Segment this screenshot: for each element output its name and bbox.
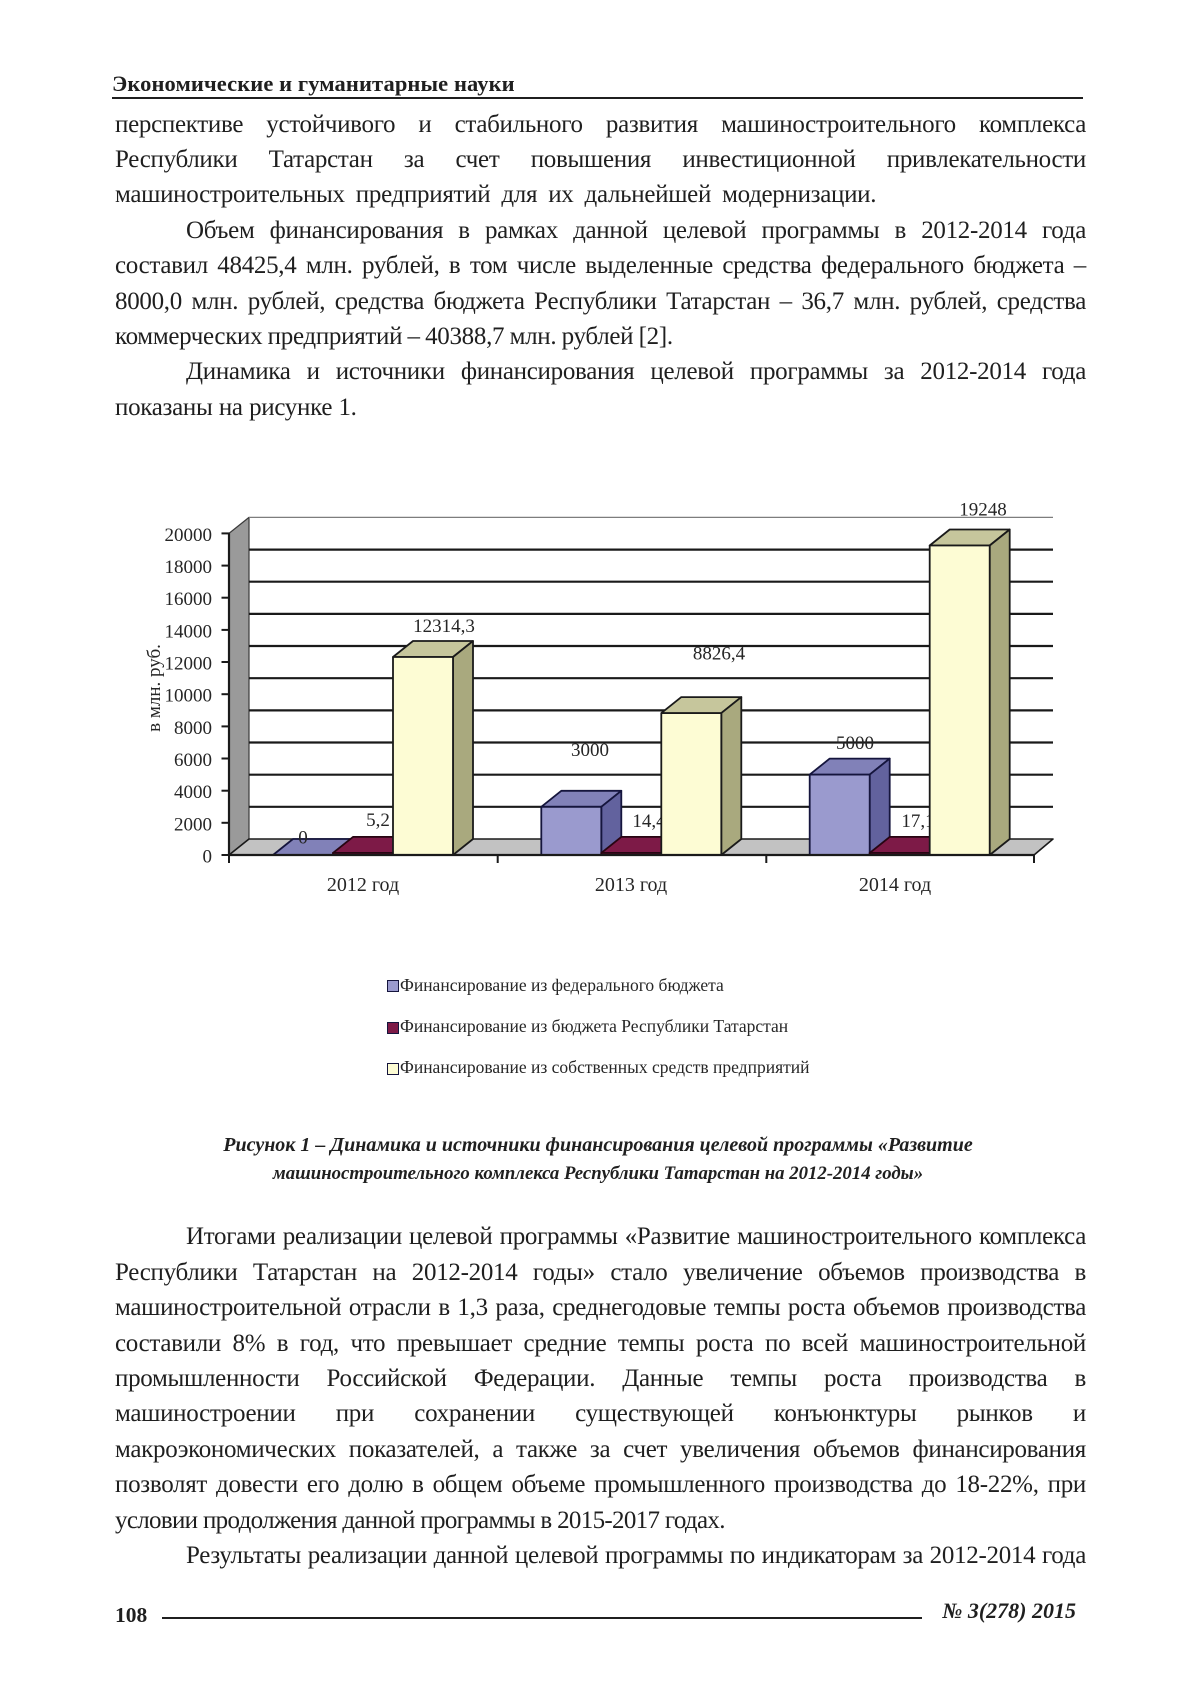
svg-text:17,1: 17,1 <box>901 811 934 832</box>
svg-text:20000: 20000 <box>165 525 213 546</box>
svg-text:2013 год: 2013 год <box>595 874 667 896</box>
svg-text:8000: 8000 <box>174 718 212 739</box>
svg-text:14000: 14000 <box>165 621 213 642</box>
svg-text:5,2: 5,2 <box>366 810 390 831</box>
svg-text:14,4: 14,4 <box>632 811 666 832</box>
svg-text:5000: 5000 <box>836 733 874 754</box>
svg-text:2000: 2000 <box>174 814 212 835</box>
svg-text:19248: 19248 <box>959 500 1007 521</box>
svg-text:2012 год: 2012 год <box>327 874 399 896</box>
svg-text:12000: 12000 <box>165 654 213 675</box>
svg-text:8826,4: 8826,4 <box>693 644 746 665</box>
svg-text:12314,3: 12314,3 <box>413 616 475 637</box>
svg-text:16000: 16000 <box>165 589 213 610</box>
svg-text:0: 0 <box>298 828 308 849</box>
svg-text:6000: 6000 <box>174 750 212 771</box>
svg-text:4000: 4000 <box>174 782 212 803</box>
svg-text:18000: 18000 <box>165 557 213 578</box>
svg-text:0: 0 <box>203 847 213 868</box>
svg-text:2014 год: 2014 год <box>859 874 931 896</box>
svg-text:10000: 10000 <box>165 686 213 707</box>
svg-text:в млн. руб.: в млн. руб. <box>144 644 165 732</box>
svg-text:3000: 3000 <box>571 740 609 761</box>
